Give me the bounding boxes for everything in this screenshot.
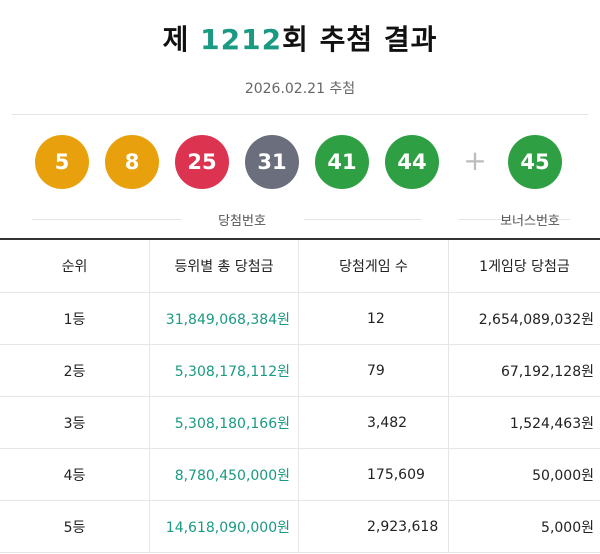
header-winners: 당첨게임 수 [299, 240, 449, 292]
draw-title: 제 1212회 추첨 결과 [0, 18, 600, 58]
total-prize-cell: 14,618,090,000원 [150, 501, 299, 552]
bonus-number-caption: 보너스번호 [500, 214, 560, 229]
winners-cell: 175,609 [299, 449, 449, 500]
plus-icon: + [463, 144, 487, 177]
winning-ball-1: 5 [35, 135, 89, 189]
winning-ball-5: 41 [315, 135, 369, 189]
rank-cell: 5등 [0, 501, 150, 552]
caption-line-left [32, 219, 182, 220]
total-prize-cell: 31,849,068,384원 [150, 293, 299, 344]
winners-cell: 12 [299, 293, 449, 344]
rank-cell: 2등 [0, 345, 150, 396]
winning-ball-6: 44 [385, 135, 439, 189]
title-prefix: 제 [162, 23, 201, 56]
table-row: 2등 5,308,178,112원 79 67,192,128원 [0, 345, 600, 397]
winners-cell: 2,923,618 [299, 501, 449, 552]
winning-ball-4: 31 [245, 135, 299, 189]
bonus-ball: 45 [508, 135, 562, 189]
per-game-prize-cell: 1,524,463원 [509, 415, 594, 432]
draw-date: 2026.02.21 추첨 [244, 81, 356, 97]
table-row: 4등 8,780,450,000원 175,609 50,000원 [0, 449, 600, 501]
table-row: 3등 5,308,180,166원 3,482 1,524,463원 [0, 397, 600, 449]
per-game-prize-cell: 67,192,128원 [500, 363, 594, 380]
total-prize-cell: 5,308,178,112원 [150, 345, 299, 396]
rank-cell: 4등 [0, 449, 150, 500]
total-prize-cell: 5,308,180,166원 [150, 397, 299, 448]
per-game-prize-cell: 50,000원 [532, 467, 594, 484]
round-number: 1212 [200, 23, 283, 56]
winning-ball-3: 25 [175, 135, 229, 189]
winning-numbers-caption: 당첨번호 [218, 214, 266, 229]
header-total-prize: 등위별 총 당첨금 [150, 240, 299, 292]
prize-table: 순위 등위별 총 당첨금 당첨게임 수 1게임당 당첨금 1등 31,849,0… [0, 238, 600, 553]
table-row: 5등 14,618,090,000원 2,923,618 5,000원 [0, 501, 600, 553]
table-row: 1등 31,849,068,384원 12 2,654,089,032원 [0, 293, 600, 345]
rank-cell: 3등 [0, 397, 150, 448]
total-prize-cell: 8,780,450,000원 [150, 449, 299, 500]
per-game-prize-cell: 2,654,089,032원 [478, 311, 594, 328]
bonus-caption-line [458, 219, 570, 220]
per-game-prize-cell: 5,000원 [541, 519, 594, 536]
winners-cell: 3,482 [299, 397, 449, 448]
header-rank: 순위 [0, 240, 150, 292]
header-per-game-prize: 1게임당 당첨금 [479, 259, 570, 275]
caption-line-right [304, 219, 422, 220]
winning-ball-2: 8 [105, 135, 159, 189]
winners-cell: 79 [299, 345, 449, 396]
rank-cell: 1등 [0, 293, 150, 344]
table-header-row: 순위 등위별 총 당첨금 당첨게임 수 1게임당 당첨금 [0, 240, 600, 293]
divider [12, 114, 588, 115]
title-suffix: 회 추첨 결과 [282, 23, 438, 56]
